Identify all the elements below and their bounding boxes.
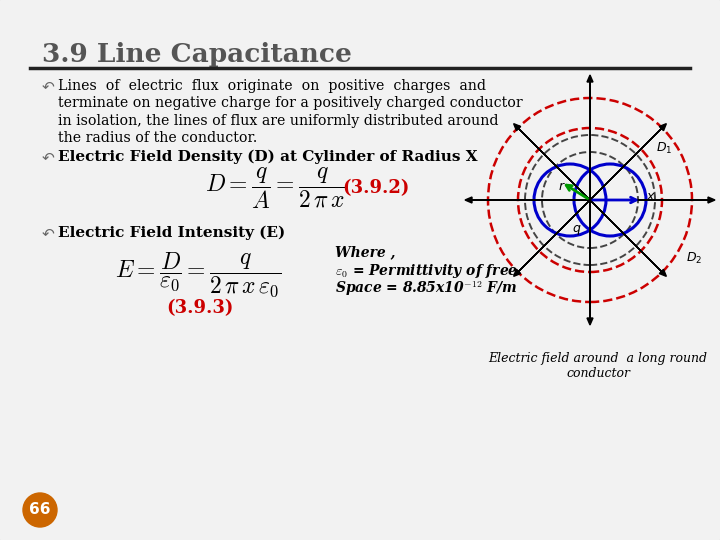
Text: (3.9.3): (3.9.3): [166, 299, 234, 317]
Text: $r$: $r$: [558, 179, 566, 192]
Text: ↶: ↶: [42, 226, 55, 241]
Text: $E = \dfrac{D}{\varepsilon_0} = \dfrac{q}{2\,\pi\, x\,\varepsilon_0}$: $E = \dfrac{D}{\varepsilon_0} = \dfrac{q…: [115, 251, 282, 299]
Text: Where ,: Where ,: [335, 245, 395, 259]
Text: Space = 8.85x10$^{-12}$ F/m: Space = 8.85x10$^{-12}$ F/m: [335, 279, 518, 298]
FancyArrow shape: [590, 197, 715, 203]
Text: Electric Field Density (D) at Cylinder of Radius X: Electric Field Density (D) at Cylinder o…: [58, 150, 477, 164]
FancyArrow shape: [465, 197, 590, 203]
Text: (3.9.2): (3.9.2): [342, 179, 410, 197]
Circle shape: [23, 493, 57, 527]
Text: ↶: ↶: [42, 150, 55, 165]
FancyArrow shape: [513, 124, 590, 200]
FancyArrow shape: [590, 200, 667, 276]
Text: ↶: ↶: [42, 79, 55, 94]
Text: in isolation, the lines of flux are uniformly distributed around: in isolation, the lines of flux are unif…: [58, 114, 498, 128]
FancyArrow shape: [590, 124, 667, 200]
Text: 3.9 Line Capacitance: 3.9 Line Capacitance: [42, 42, 352, 67]
FancyArrow shape: [513, 200, 590, 276]
FancyArrow shape: [587, 200, 593, 325]
Text: $D = \dfrac{q}{A} = \dfrac{q}{2\,\pi\, x}$: $D = \dfrac{q}{A} = \dfrac{q}{2\,\pi\, x…: [205, 165, 346, 211]
Text: Electric field around  a long round
conductor: Electric field around a long round condu…: [488, 352, 708, 380]
Text: $D_1$: $D_1$: [656, 140, 672, 156]
Text: Electric Field Intensity (E): Electric Field Intensity (E): [58, 226, 285, 240]
Text: $D_2$: $D_2$: [686, 251, 702, 266]
Text: 66: 66: [30, 503, 50, 517]
Text: $q$: $q$: [572, 223, 582, 237]
Text: Lines  of  electric  flux  originate  on  positive  charges  and: Lines of electric flux originate on posi…: [58, 79, 486, 93]
Text: terminate on negative charge for a positively charged conductor: terminate on negative charge for a posit…: [58, 97, 523, 111]
FancyArrow shape: [587, 75, 593, 200]
Text: the radius of the conductor.: the radius of the conductor.: [58, 132, 257, 145]
Text: $\varepsilon_0$ = Permittivity of free: $\varepsilon_0$ = Permittivity of free: [335, 262, 518, 280]
Text: $x$: $x$: [646, 191, 656, 204]
